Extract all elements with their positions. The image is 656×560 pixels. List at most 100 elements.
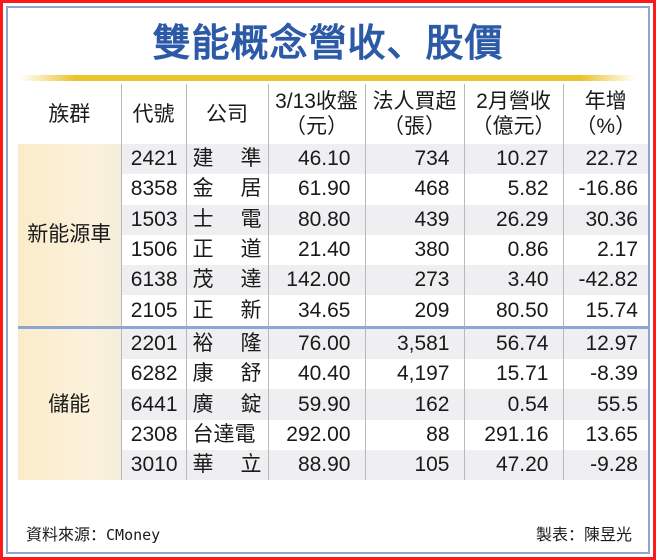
infographic-inner-frame: 雙能概念營收、股價 族群 代號 公司 3/13收盤 （元） 法人買超 （張） (6, 6, 650, 554)
header-net-buy: 法人買超 （張） (364, 84, 464, 144)
table-row: 1506 正道 21.40 380 0.86 2.17 (18, 234, 648, 266)
company-name-part: 電 (240, 207, 262, 231)
yoy-growth: 2.17 (562, 234, 648, 266)
revenue: 47.20 (463, 449, 563, 481)
company-name-part: 達 (240, 268, 262, 292)
yoy-growth: -9.28 (562, 449, 648, 481)
table-row: 儲能 2201 裕隆 76.00 3,581 56.74 12.97 (18, 325, 648, 481)
stock-code: 8358 (120, 174, 186, 205)
company-name-part: 士 (192, 207, 214, 231)
header-company: 公司 (185, 84, 268, 144)
table-row: 2308 台達電 292.00 88 291.16 13.65 (18, 419, 648, 450)
net-buy: 88 (364, 419, 464, 450)
company-name-part: 廣 (192, 392, 214, 416)
company-name: 華立 (185, 449, 268, 481)
revenue: 5.82 (463, 174, 563, 205)
stock-code: 2421 (120, 144, 186, 175)
company-name: 茂達 (185, 265, 268, 296)
net-buy: 4,197 (364, 359, 464, 390)
revenue: 10.27 (463, 144, 563, 175)
stock-code: 3010 (120, 449, 186, 481)
company-name-part: 康 (192, 362, 214, 386)
revenue: 291.16 (463, 419, 563, 450)
table-row: 3010 華立 88.90 105 47.20 -9.28 (18, 449, 648, 481)
stock-code: 1506 (120, 234, 186, 266)
stock-code: 2308 (120, 419, 186, 450)
net-buy: 209 (364, 295, 464, 328)
close-price: 76.00 (267, 325, 365, 360)
yoy-growth: 30.36 (562, 204, 648, 235)
company-name: 正新 (185, 295, 268, 328)
company-name-part: 建 (192, 147, 214, 171)
table-row: 8358 金居 61.90 468 5.82 -16.86 (18, 174, 648, 205)
company-name: 廣錠 (185, 389, 268, 420)
revenue: 56.74 (463, 325, 563, 360)
net-buy: 162 (364, 389, 464, 420)
net-buy: 380 (364, 234, 464, 266)
group-label: 新能源車 (18, 144, 121, 328)
close-price: 59.90 (267, 389, 365, 420)
stock-code: 2201 (120, 325, 186, 360)
net-buy: 734 (364, 144, 464, 175)
header-revenue: 2月營收 （億元） (463, 84, 563, 144)
company-name-part: 華 (192, 453, 214, 477)
close-price: 34.65 (267, 295, 365, 328)
company-name: 士電 (185, 204, 268, 235)
stock-code: 6441 (120, 389, 186, 420)
table-row: 6441 廣錠 59.90 162 0.54 55.5 (18, 389, 648, 420)
table-row: 2105 正新 34.65 209 80.50 15.74 (18, 295, 648, 328)
company-name-part: 正 (192, 238, 214, 262)
company-name: 裕隆 (185, 325, 268, 360)
yoy-growth: 12.97 (562, 325, 648, 360)
company-name: 建準 (185, 144, 268, 175)
close-price: 292.00 (267, 419, 365, 450)
close-price: 46.10 (267, 144, 365, 175)
header-group: 族群 (48, 102, 91, 126)
company-name-part: 錠 (240, 392, 262, 416)
company-name: 正道 (185, 234, 268, 266)
stock-code: 1503 (120, 204, 186, 235)
company-name-part: 台達電 (192, 422, 256, 446)
header-code: 代號 (120, 84, 186, 144)
company-name-part: 新 (240, 298, 262, 322)
net-buy: 468 (364, 174, 464, 205)
company-name-part: 居 (240, 177, 262, 201)
company-name-part: 茂 (192, 268, 214, 292)
close-price: 21.40 (267, 234, 365, 266)
company-name-part: 準 (240, 147, 262, 171)
close-price: 142.00 (267, 265, 365, 296)
close-price: 40.40 (267, 359, 365, 390)
company-name-part: 立 (240, 453, 262, 477)
company-name-part: 舒 (240, 362, 262, 386)
stock-code: 6282 (120, 359, 186, 390)
net-buy: 105 (364, 449, 464, 481)
header-row: 族群 代號 公司 3/13收盤 （元） 法人買超 （張） 2月營收 （億元） 年增 （%… (18, 84, 648, 144)
net-buy: 273 (364, 265, 464, 296)
chart-title: 雙能概念營收、股價 (152, 23, 504, 65)
company-name-part: 道 (240, 238, 262, 262)
stock-code: 6138 (120, 265, 186, 296)
close-price: 88.90 (267, 449, 365, 481)
yoy-growth: 13.65 (562, 419, 648, 450)
yoy-growth: -8.39 (562, 359, 648, 390)
company-name-part: 裕 (192, 331, 214, 355)
revenue: 80.50 (463, 295, 563, 328)
net-buy: 439 (364, 204, 464, 235)
author-credit: 製表：陳昱光 (535, 527, 632, 544)
revenue: 0.86 (463, 234, 563, 266)
yoy-growth: -16.86 (562, 174, 648, 205)
revenue: 26.29 (463, 204, 563, 235)
company-name-part: 隆 (240, 331, 262, 355)
data-source: 資料來源：CMoney (26, 526, 161, 544)
net-buy: 3,581 (364, 325, 464, 360)
company-name: 金居 (185, 174, 268, 205)
stock-code: 2105 (120, 295, 186, 328)
title-divider (20, 75, 636, 81)
table-row: 6138 茂達 142.00 273 3.40 -42.82 (18, 265, 648, 296)
table-row: 新能源車 2421 建準 46.10 734 10.27 22.72 (18, 144, 648, 328)
header-close-price: 3/13收盤 （元） (267, 84, 365, 144)
revenue: 3.40 (463, 265, 563, 296)
header-yoy: 年增 （%） (562, 84, 648, 144)
yoy-growth: 15.74 (562, 295, 648, 328)
